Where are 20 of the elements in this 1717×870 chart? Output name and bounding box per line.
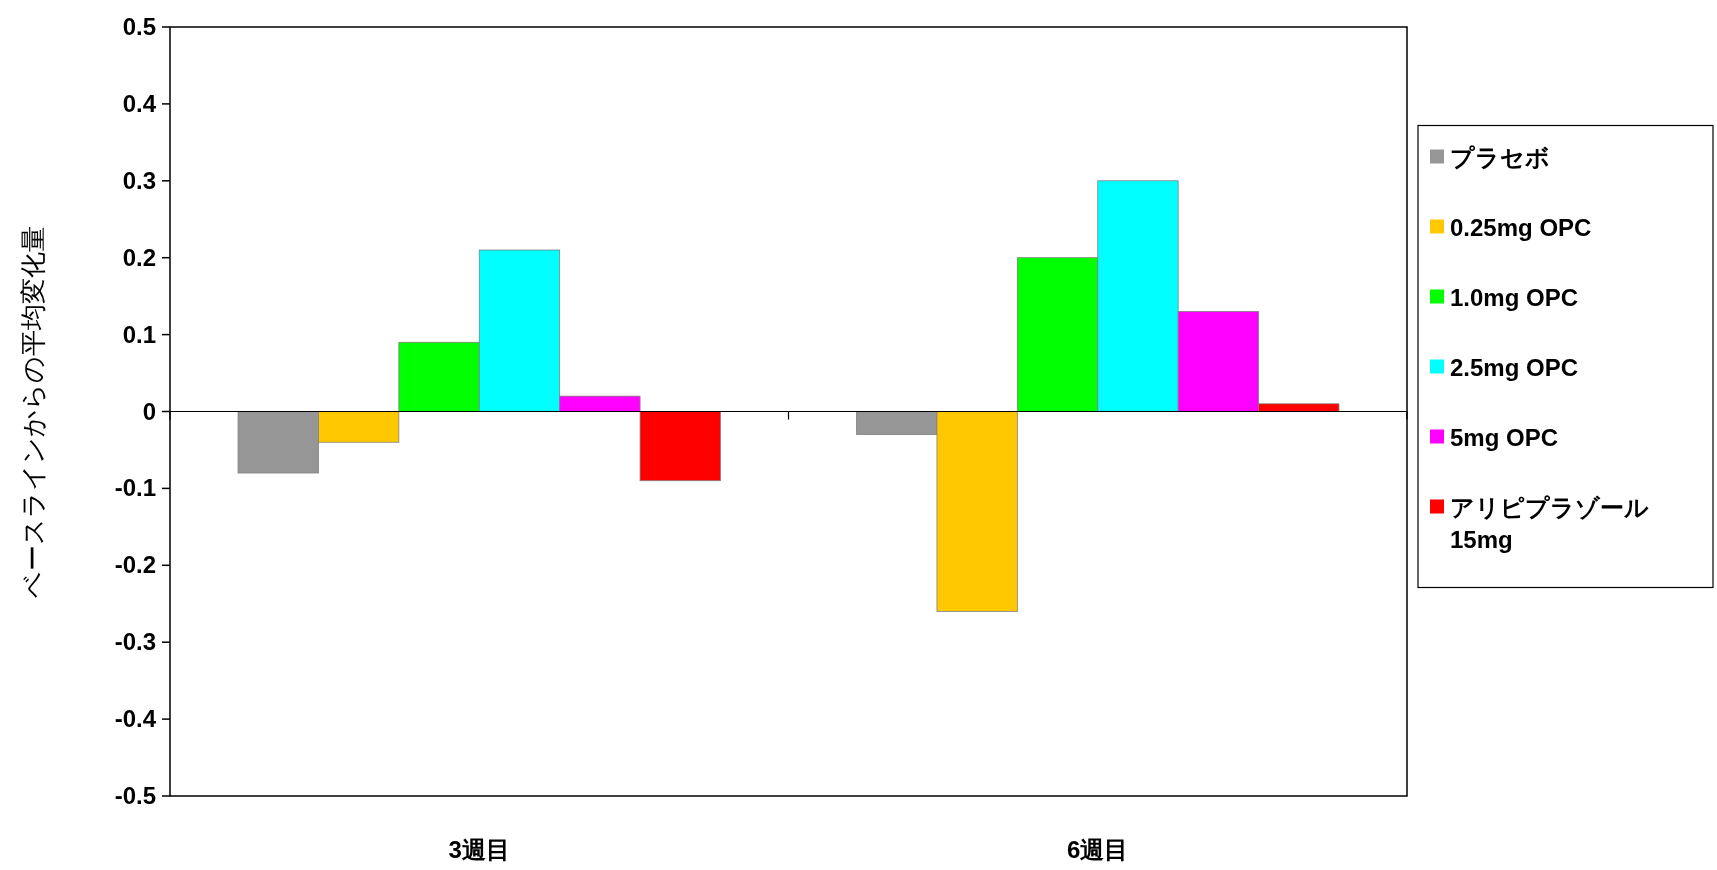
y-tick-label: -0.5 xyxy=(114,782,156,809)
y-tick-label: 0.2 xyxy=(122,243,156,271)
y-axis-title: ベースラインからの平均変化量 xyxy=(18,225,48,598)
legend-label: プラセボ xyxy=(1450,143,1550,171)
legend-label: 2.5mg OPC xyxy=(1450,353,1579,381)
y-tick-label: -0.4 xyxy=(114,705,157,733)
y-tick-label: -0.1 xyxy=(114,474,156,502)
y-tick-label: -0.2 xyxy=(114,551,156,579)
legend-label: 1.0mg OPC xyxy=(1450,283,1579,311)
y-tick-label: 0.3 xyxy=(122,166,156,194)
y-tick-label: 0 xyxy=(142,397,156,425)
y-tick-label: 0.1 xyxy=(122,320,156,348)
legend-label: アリピプラゾール 15mg xyxy=(1450,493,1649,553)
y-tick-label: -0.3 xyxy=(114,628,156,656)
x-tick-label: 3週目 xyxy=(448,836,510,863)
y-tick-label: 0.5 xyxy=(122,13,156,40)
legend-label: 5mg OPC xyxy=(1450,423,1559,451)
y-tick-label: 0.4 xyxy=(122,89,157,117)
legend-label: 0.25mg OPC xyxy=(1450,213,1592,241)
x-tick-label: 6週目 xyxy=(1067,836,1129,863)
